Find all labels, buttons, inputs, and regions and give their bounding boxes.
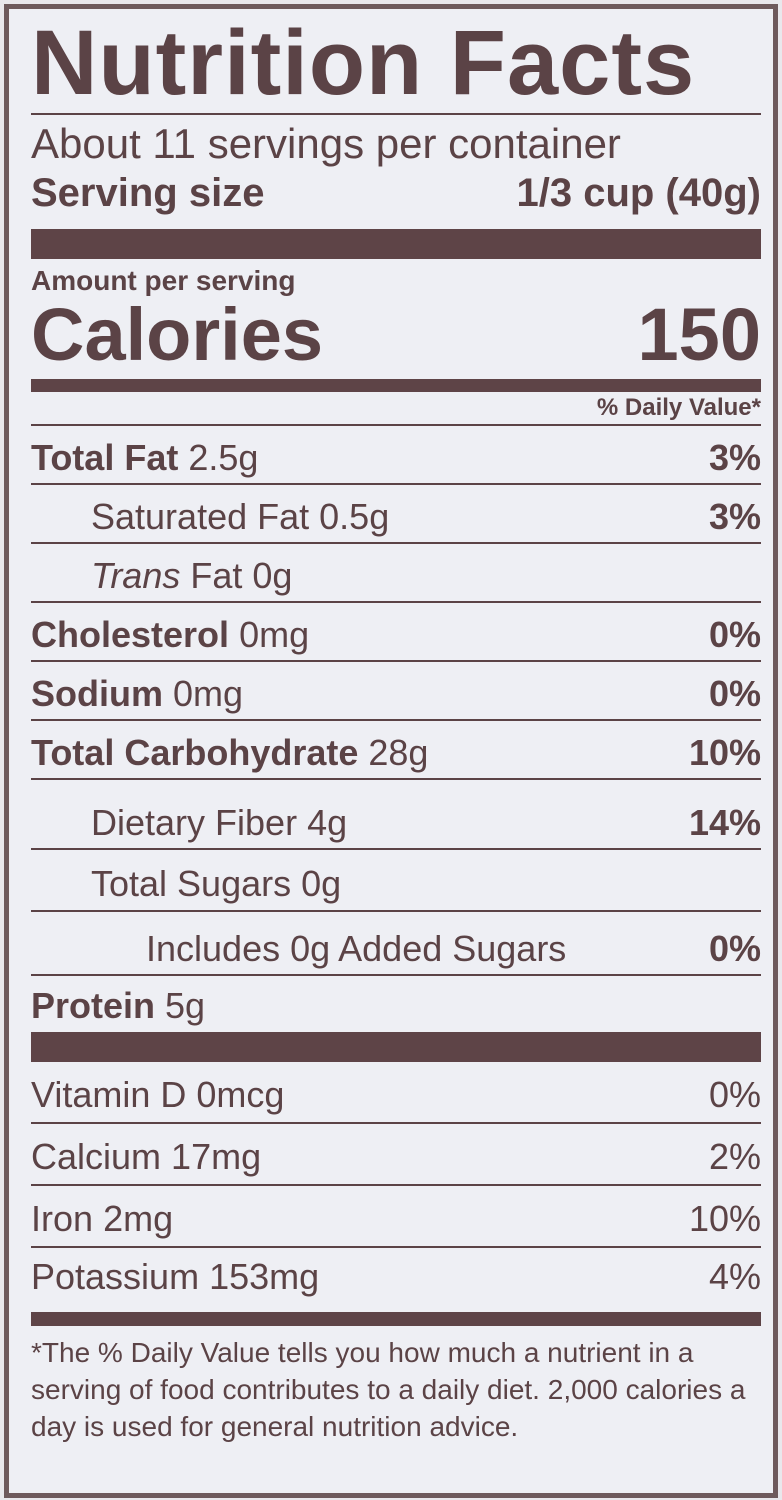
medium-divider	[31, 1312, 761, 1326]
vitamin-row-iron: Iron 2mg 10%	[31, 1186, 761, 1248]
vitamin-row-calcium: Calcium 17mg 2%	[31, 1124, 761, 1186]
calories-value: 150	[637, 293, 761, 376]
thick-divider	[31, 229, 761, 259]
nutrient-dv: 10%	[688, 732, 761, 773]
nutrient-dv: 3%	[708, 496, 761, 537]
serving-size-value: 1/3 cup (40g)	[516, 171, 761, 215]
serving-size-label: Serving size	[31, 171, 265, 215]
nutrient-name: Dietary Fiber	[91, 802, 298, 843]
nutrient-dv: 0%	[708, 614, 761, 655]
vitamin-amount: 153mg	[209, 1256, 320, 1297]
calories-label: Calories	[31, 293, 324, 376]
vitamin-dv: 4%	[708, 1256, 761, 1297]
nutrient-dv: 0%	[708, 928, 761, 969]
vitamin-amount: 2mg	[103, 1198, 174, 1239]
calories-row: Calories 150	[31, 297, 761, 373]
nutrient-row-dietary-fiber: Dietary Fiber 4g 14%	[31, 780, 761, 850]
nutrient-dv: 0%	[708, 673, 761, 714]
nutrient-row-cholesterol: Cholesterol 0mg 0%	[31, 603, 761, 662]
vitamin-name: Iron	[31, 1198, 94, 1239]
nutrient-name: Fat	[180, 555, 243, 596]
nutrient-row-added-sugars: Includes 0g Added Sugars 0%	[31, 910, 761, 976]
daily-value-header: % Daily Value*	[31, 392, 761, 426]
nutrient-amount: 28g	[368, 732, 429, 773]
nutrient-row-total-carbohydrate: Total Carbohydrate 28g 10%	[31, 721, 761, 780]
vitamin-dv: 0%	[708, 1074, 761, 1115]
nutrient-name: Sodium	[31, 673, 163, 714]
nutrient-amount: 2.5g	[188, 437, 259, 478]
nutrition-facts-label: Nutrition Facts About 11 servings per co…	[4, 4, 778, 1498]
label-title: Nutrition Facts	[31, 12, 696, 114]
nutrient-dv: 14%	[688, 802, 761, 843]
nutrient-amount: 0g	[301, 863, 342, 904]
nutrient-amount: 0mg	[173, 673, 244, 714]
nutrient-name-italic: Trans	[91, 555, 181, 596]
nutrient-name: Saturated Fat	[91, 496, 310, 537]
nutrient-row-trans-fat: Trans Fat 0g	[31, 544, 761, 603]
vitamin-name: Calcium	[31, 1136, 162, 1177]
nutrient-dv: 3%	[708, 437, 761, 478]
nutrient-row-protein: Protein 5g	[31, 976, 761, 1032]
nutrient-amount: 0.5g	[319, 496, 390, 537]
vitamin-amount: 0mcg	[196, 1074, 285, 1115]
vitamin-name: Vitamin D	[31, 1074, 187, 1115]
vitamin-row-vitamin-d: Vitamin D 0mcg 0%	[31, 1062, 761, 1124]
nutrient-name: Protein	[31, 985, 156, 1026]
vitamin-amount: 17mg	[171, 1136, 262, 1177]
serving-size-row: Serving size 1/3 cup (40g)	[31, 169, 761, 217]
divider	[31, 113, 761, 115]
thick-divider	[31, 1032, 761, 1062]
vitamin-row-potassium: Potassium 153mg 4%	[31, 1248, 761, 1304]
nutrient-row-saturated-fat: Saturated Fat 0.5g 3%	[31, 485, 761, 544]
nutrient-name: Total Fat	[31, 437, 179, 478]
vitamin-dv: 10%	[688, 1198, 761, 1239]
nutrient-row-sodium: Sodium 0mg 0%	[31, 662, 761, 721]
amount-per-serving: Amount per serving	[31, 265, 296, 296]
nutrient-row-total-sugars: Total Sugars 0g	[31, 850, 761, 910]
nutrient-row-total-fat: Total Fat 2.5g 3%	[31, 426, 761, 485]
nutrient-name: Total Carbohydrate	[31, 732, 359, 773]
nutrient-amount: 0mg	[239, 614, 310, 655]
nutrient-name: Total Sugars	[91, 863, 292, 904]
vitamin-dv: 2%	[708, 1136, 761, 1177]
footnote: *The % Daily Value tells you how much a …	[31, 1337, 746, 1442]
nutrient-name: Cholesterol	[31, 614, 230, 655]
nutrient-amount: 5g	[165, 985, 206, 1026]
medium-divider	[31, 379, 761, 392]
nutrient-amount: 0g	[252, 555, 293, 596]
nutrient-amount: 4g	[307, 802, 348, 843]
nutrient-name: Includes 0g Added Sugars	[146, 928, 567, 969]
servings-per-container: About 11 servings per container	[31, 120, 621, 167]
vitamin-name: Potassium	[31, 1256, 200, 1297]
